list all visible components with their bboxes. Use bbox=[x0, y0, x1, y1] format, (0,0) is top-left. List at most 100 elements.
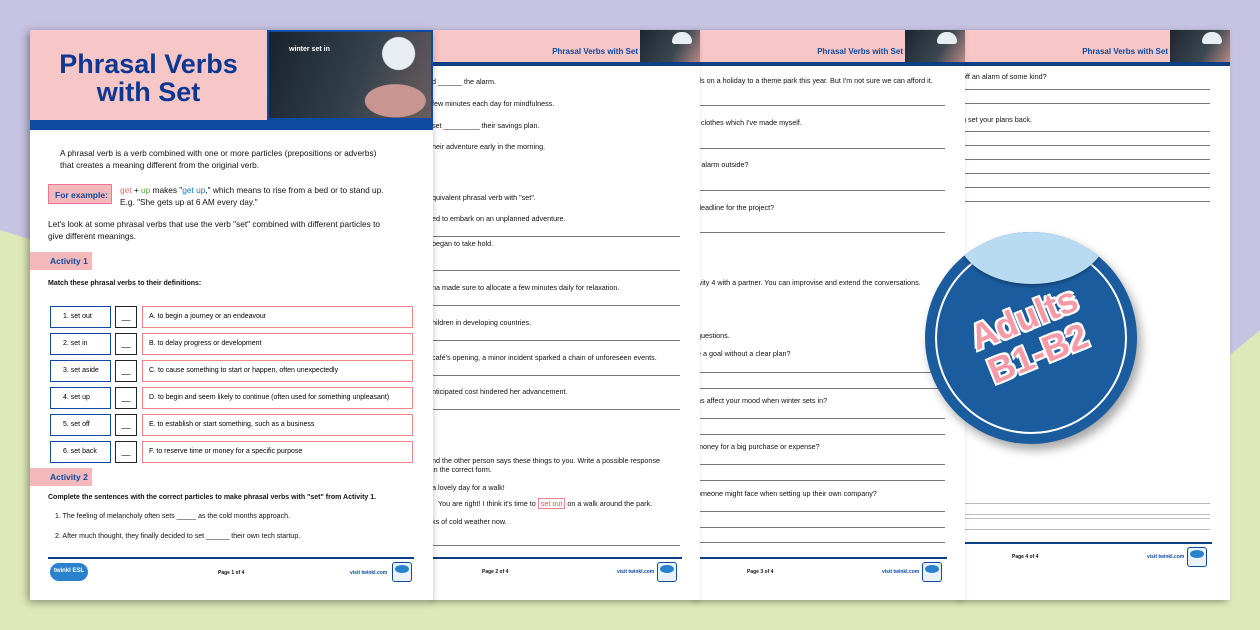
definition-box: E. to establish or start something, such… bbox=[142, 414, 413, 436]
worksheet-page-3: Phrasal Verbs with Set Page 3 of 4 visit t… bbox=[697, 30, 965, 600]
answer-box[interactable]: __ bbox=[115, 360, 137, 382]
text-line: hildren in developing countries. bbox=[432, 318, 532, 327]
quality-seal-icon bbox=[922, 562, 942, 582]
text-line: ed to embark on an unplanned adventure. bbox=[432, 214, 566, 223]
intro-text: A phrasal verb is a verb combined with o… bbox=[60, 148, 377, 158]
answer-line bbox=[697, 105, 945, 106]
quality-seal-icon bbox=[1187, 547, 1207, 567]
answer-line bbox=[697, 190, 945, 191]
definition-box: D. to begin and seem likely to continue … bbox=[142, 387, 413, 409]
worksheet-page-1: Phrasal Verbs with Set winter set in A ph… bbox=[30, 30, 433, 600]
footer-rule bbox=[48, 557, 414, 559]
activity-2-heading: Activity 2 bbox=[30, 468, 92, 486]
text-line: r alarm outside? bbox=[697, 160, 749, 169]
fine-print bbox=[962, 518, 1210, 519]
answer-box[interactable]: __ bbox=[115, 333, 137, 355]
text-line: café's opening, a minor incident sparked… bbox=[432, 353, 657, 362]
page-header-title: Phrasal Verbs with Set bbox=[817, 47, 903, 56]
answer-line bbox=[432, 340, 680, 341]
answer-line bbox=[962, 89, 1210, 90]
text-line: nd the other person says these things to… bbox=[432, 456, 661, 465]
footer-link[interactable]: visit twinkl.com bbox=[617, 569, 655, 575]
text-line: ns affect your mood when winter sets in? bbox=[697, 396, 828, 405]
footer-link[interactable]: visit twinkl.com bbox=[882, 569, 920, 575]
answer-line bbox=[962, 131, 1210, 132]
text-line: ks of cold weather now. bbox=[432, 517, 507, 526]
image-caption: winter set in bbox=[289, 46, 330, 53]
answer-line bbox=[432, 236, 680, 237]
answer-line bbox=[962, 173, 1210, 174]
quality-seal-icon bbox=[392, 562, 412, 582]
text-line: off an alarm of some kind? bbox=[962, 72, 1047, 81]
answer-line bbox=[962, 103, 1210, 104]
example-text: get + up makes "get up," which means to … bbox=[120, 185, 384, 195]
footer-rule bbox=[697, 557, 947, 559]
sentence-item: 1. The feeling of melancholy often sets … bbox=[55, 513, 290, 520]
phrasal-verb-box: 2. set in bbox=[50, 333, 111, 355]
definition-box: A. to begin a journey or an endeavour bbox=[142, 306, 413, 328]
lead-text: give different meanings. bbox=[48, 231, 136, 241]
page-header-title: Phrasal Verbs with Set bbox=[1082, 47, 1168, 56]
answer-line bbox=[697, 388, 945, 389]
twinkl-esl-logo: twinkl ESL bbox=[50, 563, 88, 581]
text-line: questions. bbox=[697, 331, 730, 340]
level-badge: Adults B1-B2 bbox=[925, 232, 1137, 444]
phrasal-verb-box: 3. set aside bbox=[50, 360, 111, 382]
answer-line bbox=[432, 305, 680, 306]
worksheet-page-2: Phrasal Verbs with Set Page 2 of 4 visit t… bbox=[432, 30, 700, 600]
header-bar bbox=[432, 62, 700, 66]
response-line: You are right! I think it's time to set … bbox=[438, 498, 653, 509]
footer-rule bbox=[432, 557, 682, 559]
header-bar bbox=[962, 62, 1230, 66]
fine-print bbox=[962, 503, 1210, 504]
sentence-item: 2. After much thought, they finally deci… bbox=[55, 533, 301, 540]
header-photo bbox=[905, 30, 965, 62]
intro-text: that creates a meaning different from th… bbox=[60, 160, 260, 170]
fine-print bbox=[962, 529, 1210, 530]
definition-box: B. to delay progress or development bbox=[142, 333, 413, 355]
answer-line bbox=[432, 545, 680, 546]
answer-line bbox=[697, 372, 945, 373]
text-line: omeone might face when setting up their … bbox=[697, 489, 877, 498]
answer-box[interactable]: __ bbox=[115, 306, 137, 328]
text-line: set _________ their savings plan. bbox=[432, 121, 540, 130]
text-line: began to take hold. bbox=[432, 239, 494, 248]
answer-line bbox=[432, 375, 680, 376]
text-line: few minutes each day for mindfulness. bbox=[432, 99, 555, 108]
answer-line bbox=[962, 159, 1210, 160]
page-number: Page 4 of 4 bbox=[1012, 554, 1039, 560]
answer-line bbox=[962, 201, 1210, 202]
answer-line bbox=[697, 542, 945, 543]
page-number: Page 2 of 4 bbox=[482, 569, 509, 575]
answer-line bbox=[697, 418, 945, 419]
header-bar bbox=[697, 62, 965, 66]
activity-1-instructions: Match these phrasal verbs to their defin… bbox=[48, 280, 202, 287]
definition-box: F. to reserve time or money for a specif… bbox=[142, 441, 413, 463]
text-line: e a goal without a clear plan? bbox=[697, 349, 791, 358]
text-line: money for a big purchase or expense? bbox=[697, 442, 820, 451]
text-line: f clothes which I've made myself. bbox=[697, 118, 802, 127]
text-line: heir adventure early in the morning. bbox=[432, 142, 546, 151]
phrasal-verb-box: 1. set out bbox=[50, 306, 111, 328]
text-line: quivalent phrasal verb with "set". bbox=[432, 193, 536, 202]
answer-line bbox=[697, 148, 945, 149]
footer-link[interactable]: visit twinkl.com bbox=[350, 570, 388, 576]
header-bar bbox=[30, 120, 433, 130]
text-line: in the correct form. bbox=[432, 465, 492, 474]
answer-box[interactable]: __ bbox=[115, 387, 137, 409]
footer-link[interactable]: visit twinkl.com bbox=[1147, 554, 1185, 560]
answer-line bbox=[432, 270, 680, 271]
quality-seal-icon bbox=[657, 562, 677, 582]
answer-line bbox=[697, 527, 945, 528]
page-title: Phrasal Verbs with Set bbox=[30, 30, 267, 120]
winter-photo: winter set in bbox=[267, 30, 433, 120]
text-line: deadline for the project? bbox=[697, 203, 775, 212]
for-example-label: For example: bbox=[48, 184, 112, 204]
phrasal-verb-box: 4. set up bbox=[50, 387, 111, 409]
header-photo bbox=[640, 30, 700, 62]
example-sentence: E.g. "She gets up at 6 AM every day." bbox=[120, 197, 258, 207]
answer-box[interactable]: __ bbox=[115, 414, 137, 436]
page-header-title: Phrasal Verbs with Set bbox=[552, 47, 638, 56]
answer-box[interactable]: __ bbox=[115, 441, 137, 463]
activity-1-heading: Activity 1 bbox=[30, 252, 92, 270]
